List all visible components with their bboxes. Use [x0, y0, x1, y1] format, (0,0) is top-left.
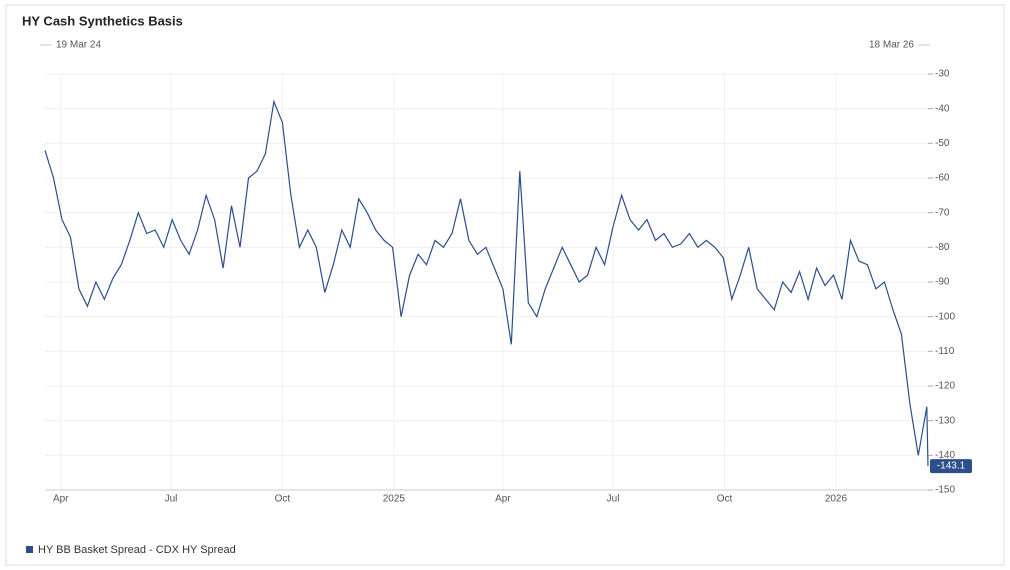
y-tick-label: -70 [935, 207, 950, 218]
x-tick-label: 2026 [825, 494, 848, 505]
y-tick-label: -150 [935, 485, 955, 496]
y-tick-label: -120 [935, 381, 955, 392]
legend-swatch [26, 546, 33, 553]
y-tick-label: -100 [935, 311, 955, 322]
y-tick-label: -60 [935, 173, 950, 184]
range-end: 18 Mar 26 [869, 40, 914, 51]
y-tick-label: -80 [935, 242, 950, 253]
range-start: 19 Mar 24 [56, 40, 101, 51]
y-tick-label: -140 [935, 450, 955, 461]
y-tick-label: -40 [935, 103, 950, 114]
y-tick-label: -130 [935, 415, 955, 426]
chart-title: HY Cash Synthetics Basis [22, 13, 183, 28]
y-tick-label: -30 [935, 69, 950, 80]
last-value-label: -143.1 [937, 461, 966, 472]
last-value-box [930, 459, 972, 474]
x-tick-label: Oct [275, 494, 291, 505]
x-tick-label: 2025 [383, 494, 406, 505]
y-tick-label: -90 [935, 277, 950, 288]
x-tick-label: Jul [165, 494, 178, 505]
x-tick-label: Apr [495, 494, 511, 505]
line [44, 99, 929, 467]
y-tick-label: -50 [935, 138, 950, 149]
y-tick-label: -110 [935, 346, 955, 357]
legend-label: HY BB Basket Spread - CDX HY Spread [38, 544, 236, 556]
x-tick-label: Oct [717, 494, 733, 505]
x-tick-label: Apr [53, 494, 69, 505]
frame [5, 4, 1005, 566]
x-tick-label: Jul [607, 494, 620, 505]
